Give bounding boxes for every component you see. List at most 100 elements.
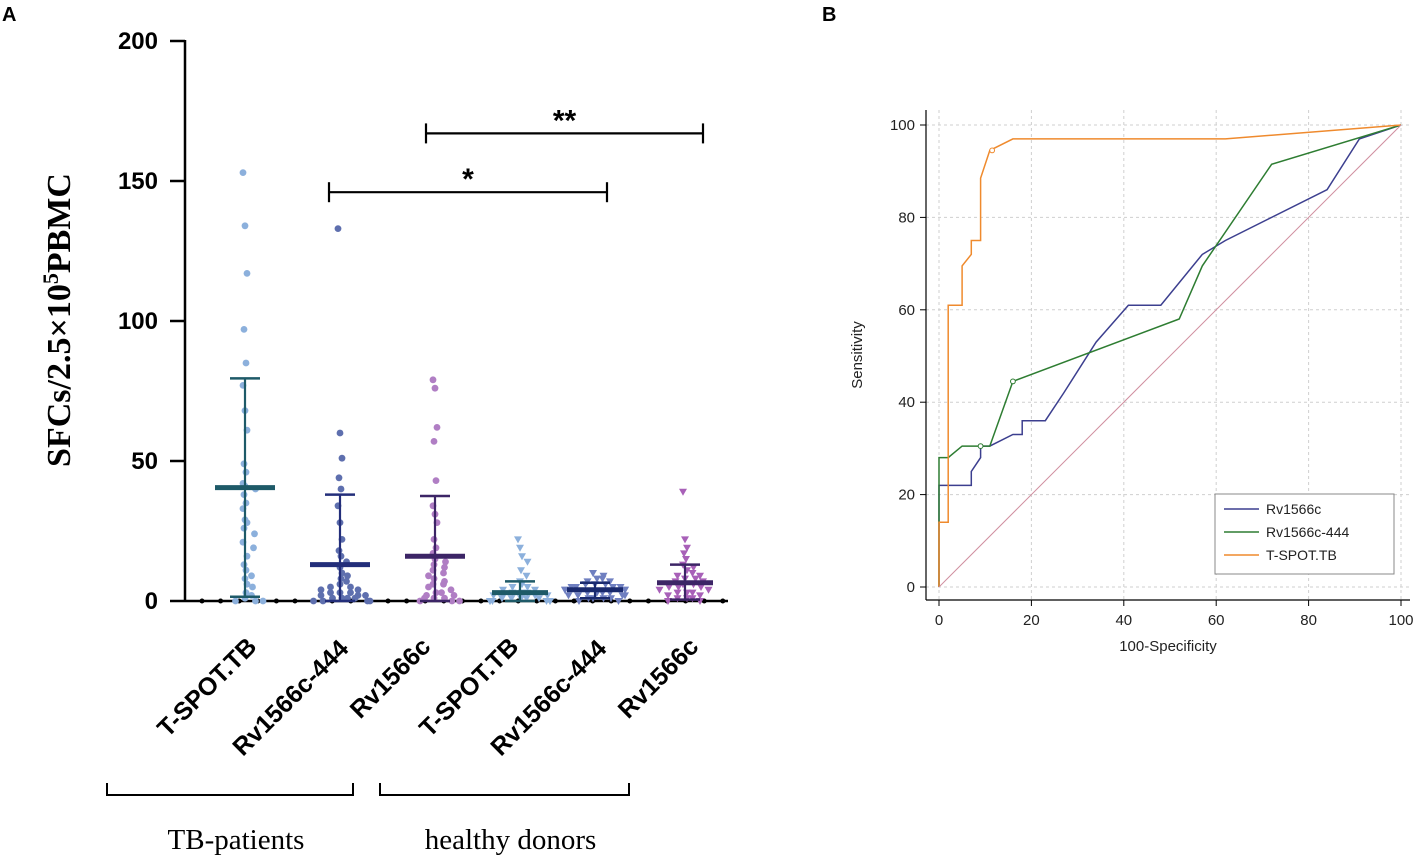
a-group-label: TB-patients: [168, 824, 305, 856]
b-x-tick-label: 40: [1115, 612, 1132, 629]
a-data-point-triangle: [546, 598, 554, 605]
a-data-point: [250, 544, 257, 552]
a-data-point: [344, 572, 351, 580]
a-x-axis-dot: [273, 598, 279, 604]
a-data-point: [338, 454, 346, 462]
a-data-point-triangle: [679, 488, 687, 496]
a-data-point-triangle: [691, 575, 700, 583]
a-data-point-triangle: [518, 553, 526, 561]
a-data-point: [450, 592, 458, 599]
a-data-point: [252, 597, 259, 605]
a-data-point: [441, 564, 448, 571]
a-data-point-triangle: [498, 595, 506, 603]
b-x-tick-label: 80: [1300, 612, 1317, 629]
panel-a-letter: A: [2, 4, 16, 26]
a-x-axis-dot: [404, 598, 410, 604]
a-data-point-triangle: [655, 586, 664, 594]
a-data-point: [448, 597, 456, 605]
a-data-point: [430, 438, 438, 445]
a-data-point-triangle: [673, 572, 682, 580]
b-series-line: [938, 124, 1402, 587]
panel-b-roc-chart: 0 20 40 60 80 100 0 20 40 60 80 100 100-Specificity…: [849, 110, 1414, 655]
b-y-tick-label: 20: [898, 487, 915, 504]
a-category-label: Rv1566c: [345, 632, 437, 724]
a-data-point-triangle: [681, 536, 689, 544]
a-data-point-triangle: [682, 556, 690, 563]
a-y-axis-label-base: SFCs/2.5×10: [41, 284, 78, 467]
b-reference-line: [938, 124, 1402, 588]
a-data-point: [343, 578, 350, 585]
b-series-line: [938, 124, 1402, 587]
a-data-point: [336, 429, 344, 437]
a-data-point: [248, 572, 255, 580]
a-data-point-triangle: [522, 572, 531, 580]
a-data-point: [440, 580, 447, 588]
a-data-point-triangle: [689, 564, 698, 572]
a-data-point: [243, 270, 251, 277]
a-data-point-triangle: [589, 570, 597, 577]
a-data-point-triangle: [683, 544, 691, 552]
b-legend-label: T-SPOT.TB: [1266, 547, 1337, 563]
a-y-tick-label: 100: [118, 308, 158, 335]
a-y-tick-label: 0: [145, 588, 158, 615]
a-data-point: [242, 359, 250, 367]
a-data-point: [429, 376, 437, 384]
a-data-point-triangle: [680, 550, 688, 558]
a-data-point: [335, 474, 343, 482]
a-data-point: [347, 583, 354, 591]
a-data-point: [240, 326, 248, 333]
a-data-point-triangle: [523, 584, 532, 591]
b-y-tick-label: 80: [898, 209, 915, 226]
a-data-point: [425, 572, 432, 580]
b-optimal-point-marker: [977, 443, 984, 449]
a-data-point: [431, 384, 439, 392]
a-data-point: [232, 597, 239, 605]
a-data-point-triangle: [697, 584, 705, 591]
a-data-point-triangle: [665, 584, 673, 591]
a-data-point: [259, 597, 267, 605]
b-y-axis-label: Sensitivity: [849, 321, 866, 389]
b-y-tick-label: 40: [898, 394, 915, 411]
a-data-point: [249, 583, 256, 591]
a-data-point: [327, 583, 334, 591]
b-x-tick-label: 20: [1023, 612, 1040, 629]
a-significance-label: *: [462, 163, 474, 196]
a-data-point-triangle: [514, 536, 522, 544]
a-y-tick-label: 50: [131, 448, 158, 475]
a-data-point: [425, 583, 432, 591]
a-data-point-triangle: [696, 572, 704, 580]
a-data-point-triangle: [664, 592, 672, 600]
a-x-axis-dot: [552, 598, 558, 604]
a-data-point: [432, 477, 440, 484]
a-data-point-triangle: [523, 558, 532, 566]
a-y-axis-label-sup: 5: [38, 273, 63, 284]
a-data-point-triangle: [507, 595, 516, 603]
a-data-point: [310, 597, 317, 605]
b-y-tick-label: 60: [898, 302, 915, 319]
a-data-point-triangle: [696, 592, 704, 600]
a-category-label: Rv1566c: [613, 632, 705, 724]
a-data-point-triangle: [688, 570, 697, 577]
b-legend-box: [1214, 493, 1395, 575]
a-y-axis-label: SFCs/2.5×105PBMC: [38, 173, 78, 467]
b-series-line: [938, 124, 1402, 587]
a-data-point-triangle: [574, 592, 582, 600]
a-data-point: [366, 597, 374, 605]
a-data-point-triangle: [575, 598, 583, 605]
a-data-point-triangle: [688, 589, 697, 597]
a-data-point-triangle: [614, 598, 623, 605]
a-x-axis-dot: [199, 598, 205, 604]
a-data-point: [317, 592, 325, 599]
a-data-point-triangle: [516, 544, 524, 552]
b-legend-label: Rv1566c-444: [1266, 524, 1349, 540]
b-x-tick-label: 0: [935, 612, 943, 629]
a-data-point: [251, 530, 258, 538]
a-data-point-triangle: [704, 586, 713, 594]
a-x-axis-dot: [627, 598, 633, 604]
a-group-label: healthy donors: [425, 824, 597, 856]
a-data-point-triangle: [564, 592, 573, 600]
a-data-point: [337, 485, 345, 493]
a-data-point-triangle: [486, 598, 494, 605]
